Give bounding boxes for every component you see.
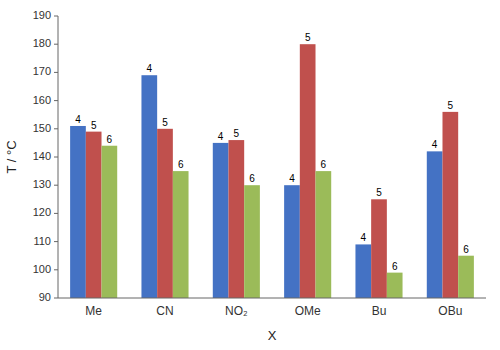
- y-tick: [54, 157, 58, 158]
- bar-label: 5: [162, 117, 168, 128]
- y-tick: [54, 72, 58, 73]
- bar-label: 6: [178, 159, 184, 170]
- bar: [316, 171, 332, 298]
- bar: [284, 185, 300, 298]
- bar: [157, 129, 173, 298]
- bar: [355, 244, 371, 298]
- y-tick-label: 100: [33, 263, 51, 275]
- y-tick-label: 130: [33, 178, 51, 190]
- y-axis: 90 100 110 120 130 140 150 160 170 180 190: [33, 9, 58, 303]
- bar-label: 6: [463, 244, 469, 255]
- bar: [86, 132, 102, 298]
- bar: [228, 140, 244, 298]
- x-axis: Me CN NO₂ OMe Bu OBu: [85, 304, 462, 318]
- bar: [102, 146, 118, 298]
- bar: [70, 126, 86, 298]
- y-tick-label: 180: [33, 37, 51, 49]
- x-axis-line: [58, 298, 486, 299]
- y-tick: [54, 16, 58, 17]
- bar-label: 5: [448, 100, 454, 111]
- bar-label: 5: [376, 187, 382, 198]
- y-tick-label: 170: [33, 65, 51, 77]
- bar-label: 4: [218, 131, 224, 142]
- y-tick-label: 160: [33, 94, 51, 106]
- bar-labels: 444444555555666666: [75, 32, 469, 271]
- x-tick-label: Me: [85, 304, 102, 318]
- bar: [141, 75, 157, 298]
- bar-label: 4: [147, 63, 153, 74]
- chart-container: 9010011012013014015016017018019044444455…: [0, 0, 500, 350]
- bar: [427, 151, 443, 298]
- y-tick-label: 190: [33, 9, 51, 21]
- x-tick-label: OMe: [295, 304, 321, 318]
- y-tick-label: 110: [33, 235, 51, 247]
- y-tick: [54, 213, 58, 214]
- bar: [387, 273, 403, 298]
- bar-label: 4: [75, 114, 81, 125]
- y-tick: [54, 298, 58, 299]
- x-tick-label: NO₂: [225, 304, 248, 318]
- y-tick: [54, 241, 58, 242]
- bar: [300, 44, 316, 298]
- y-tick: [54, 269, 58, 270]
- bar-label: 4: [361, 232, 367, 243]
- x-tick-label: CN: [156, 304, 173, 318]
- bar: [371, 199, 387, 298]
- bar-label: 4: [432, 139, 438, 150]
- y-tick-label: 90: [39, 291, 51, 303]
- x-tick-label: Bu: [372, 304, 387, 318]
- x-tick-label: OBu: [438, 304, 462, 318]
- bar: [213, 143, 229, 298]
- bar-label: 5: [305, 32, 311, 43]
- y-axis-line: [58, 16, 59, 298]
- bar-label: 6: [321, 159, 327, 170]
- bar-label: 6: [107, 134, 113, 145]
- y-tick: [54, 185, 58, 186]
- bar: [244, 185, 260, 298]
- bar: [458, 256, 474, 298]
- y-tick: [54, 128, 58, 129]
- bar: [173, 171, 189, 298]
- chart: 9010011012013014015016017018019044444455…: [0, 0, 500, 350]
- y-tick-label: 140: [33, 150, 51, 162]
- y-axis-label: T / °C: [4, 140, 19, 173]
- bar-label: 6: [249, 173, 255, 184]
- bar-label: 6: [392, 261, 398, 272]
- y-tick-label: 120: [33, 206, 51, 218]
- bar-label: 5: [234, 128, 240, 139]
- bar: [442, 112, 458, 298]
- bars: [70, 44, 474, 298]
- bar-label: 5: [91, 120, 97, 131]
- y-tick-label: 150: [33, 122, 51, 134]
- bar-label: 4: [289, 173, 295, 184]
- x-axis-label: X: [268, 328, 277, 343]
- y-tick: [54, 100, 58, 101]
- y-tick: [54, 44, 58, 45]
